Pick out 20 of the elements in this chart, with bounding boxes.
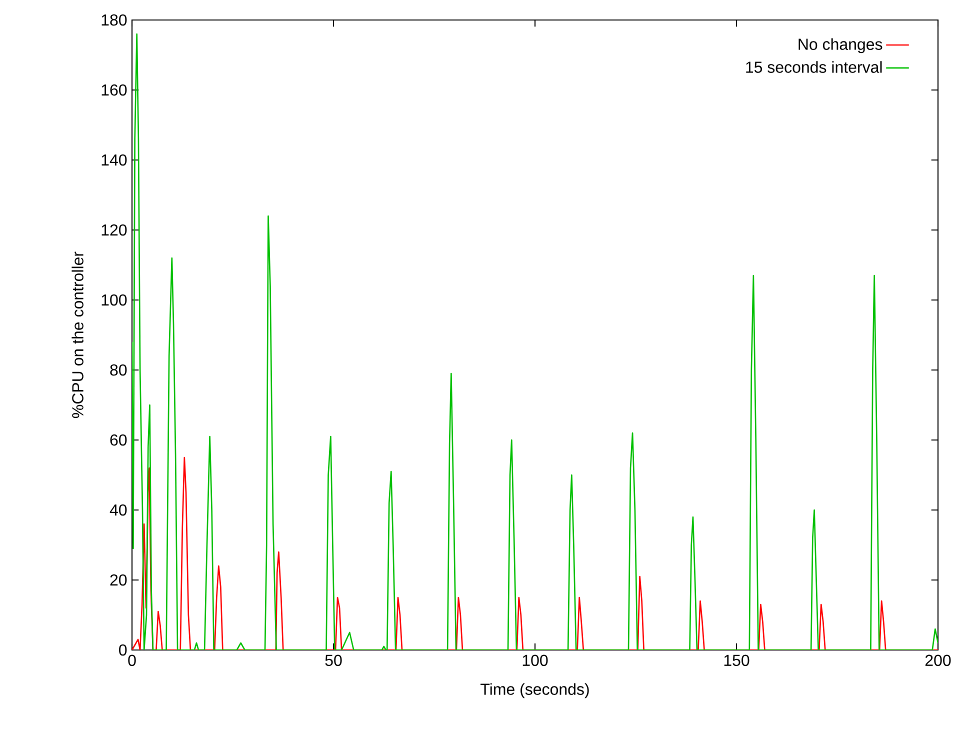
y-tick-label: 180 xyxy=(102,14,127,26)
y-tick-label: 100 xyxy=(102,294,127,306)
y-tick-label: 160 xyxy=(102,84,127,96)
y-tick-label: 0 xyxy=(119,644,127,656)
y-axis-title: %CPU on the controller xyxy=(72,252,84,418)
y-tick-label: 40 xyxy=(110,504,127,516)
y-tick-label: 60 xyxy=(110,434,127,446)
x-axis-title: Time (seconds) xyxy=(480,683,589,698)
y-tick-label: 80 xyxy=(110,364,127,376)
x-tick-label: 0 xyxy=(128,654,136,666)
x-tick-label: 150 xyxy=(724,654,750,666)
y-tick-label: 120 xyxy=(102,224,127,236)
x-tick-label: 100 xyxy=(522,654,548,666)
legend-label: 15 seconds interval xyxy=(746,61,882,73)
x-tick-label: 200 xyxy=(925,654,951,666)
legend-label: No changes xyxy=(798,38,882,54)
y-tick-label: 140 xyxy=(102,154,127,166)
x-tick-label: 50 xyxy=(325,654,342,666)
line-series xyxy=(132,33,938,650)
y-tick-label: 20 xyxy=(110,574,127,586)
